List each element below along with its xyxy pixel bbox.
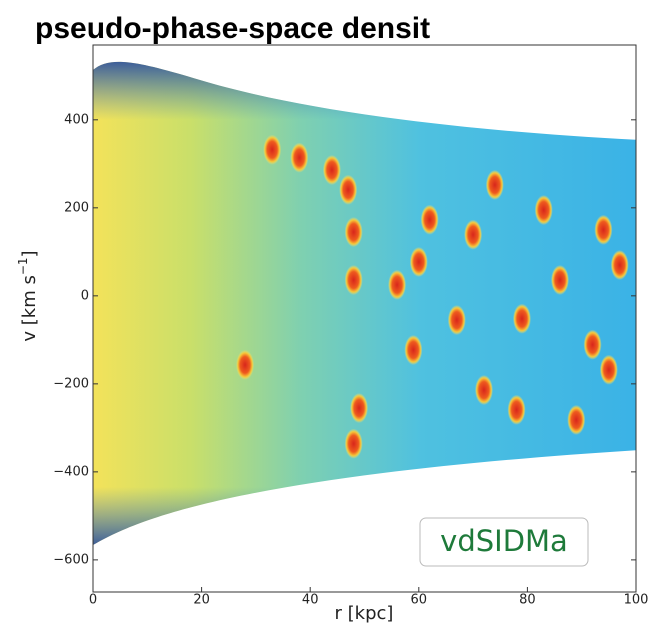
subhalo-point [404, 334, 423, 365]
subhalo-point [474, 375, 493, 406]
subhalo-point [290, 142, 309, 173]
y-tick-label: 0 [81, 288, 89, 303]
y-tick-label: −600 [53, 552, 89, 567]
x-tick-label: 60 [411, 593, 428, 608]
x-tick-label: 0 [89, 593, 97, 608]
subhalo-point [350, 393, 369, 424]
y-axis-label-sup: −1 [16, 257, 30, 275]
subhalo-point [594, 214, 613, 245]
x-axis-label: r [kpc] [335, 603, 394, 624]
y-tick-label: 400 [64, 112, 89, 127]
subhalo-point [263, 134, 282, 165]
y-tick-label: −200 [53, 376, 89, 391]
y-axis-label-main: v [km s [19, 275, 40, 341]
x-tick-label: 80 [519, 593, 536, 608]
subhalo-point [344, 264, 363, 295]
subhalo-point [344, 217, 363, 248]
density-field [93, 61, 636, 545]
plot-frame [92, 44, 637, 593]
subhalo-point [447, 305, 466, 336]
y-tick-label: 200 [64, 200, 89, 215]
y-axis-label-end: ] [19, 250, 40, 257]
subhalo-point [567, 404, 586, 435]
x-tick-label: 100 [624, 593, 649, 608]
subhalo-point [409, 246, 428, 277]
subhalo-point [339, 174, 358, 205]
subhalo-point [534, 195, 553, 226]
subhalo-point [464, 219, 483, 250]
subhalo-point [512, 303, 531, 334]
annotation-box [419, 517, 589, 567]
subhalo-point [583, 329, 602, 360]
x-tick-label: 20 [193, 593, 210, 608]
y-axis-label: v [km s−1] [16, 250, 41, 341]
x-tick-label: 40 [302, 593, 319, 608]
subhalo-point [388, 269, 407, 300]
y-tick-label: −400 [53, 464, 89, 479]
subhalo-point [236, 349, 255, 380]
subhalo-point [322, 154, 341, 185]
chart-title: pseudo-phase-space densit [35, 12, 430, 45]
subhalo-point [507, 394, 526, 425]
subhalo-point [485, 169, 504, 200]
subhalo-point [344, 428, 363, 459]
subhalo-point [599, 354, 618, 385]
subhalo-point [610, 250, 629, 281]
annotation: vdSIDMa [440, 524, 568, 558]
subhalo-point [420, 204, 439, 235]
subhalo-point [550, 264, 569, 295]
